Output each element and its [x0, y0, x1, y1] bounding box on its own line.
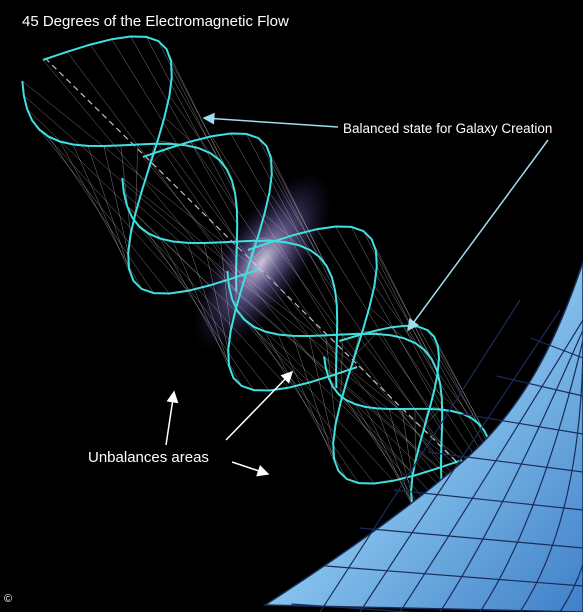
wave-mesh-line: [39, 129, 170, 294]
wave-edge: [21, 80, 239, 292]
wave-mesh-line: [401, 408, 413, 478]
unbalanced-areas-label: Unbalances areas: [88, 449, 209, 466]
wave-mesh-line: [340, 334, 344, 403]
funnel-grid-line: [496, 375, 583, 397]
wave-edge: [42, 35, 258, 295]
wave-mesh-line: [246, 133, 338, 306]
wave-mesh-line: [417, 326, 494, 462]
wave-mesh-line: [351, 226, 443, 399]
wave-mesh-line: [374, 285, 416, 344]
wave-mesh-line: [120, 145, 131, 235]
unbalanced-arrow-1: [165, 390, 179, 446]
funnel-grid-line: [319, 299, 521, 612]
wave-mesh-line: [111, 39, 238, 242]
balanced-state-label: Balanced state for Galaxy Creation: [343, 121, 553, 136]
wave-mesh-line: [26, 108, 210, 286]
wave-edge: [121, 177, 339, 389]
wave-mesh-line: [220, 242, 231, 332]
wave-mesh-line: [277, 334, 339, 471]
wave-mesh-line: [235, 241, 239, 310]
funnel-grid-line: [291, 603, 417, 612]
wave-mesh-line: [166, 49, 233, 181]
wave-mesh-line: [103, 145, 129, 254]
diagram-title: 45 Degrees of the Electromagnetic Flow: [22, 13, 289, 30]
wave-mesh-line: [376, 408, 413, 505]
funnel-grid-line: [479, 339, 583, 612]
funnel-grid-line: [393, 489, 583, 511]
funnel-grid-line: [359, 309, 561, 612]
wave-mesh-line: [292, 335, 335, 459]
funnel-grid-line: [325, 565, 583, 587]
unbalanced-arrow-3: [231, 461, 270, 477]
wave-mesh-line: [308, 335, 334, 444]
funnel-grid-line: [439, 329, 583, 612]
wave-mesh-line: [148, 233, 254, 391]
wave-mesh-line: [171, 76, 220, 161]
wave-mesh-line: [363, 231, 441, 384]
copyright-symbol: ©: [4, 593, 13, 605]
wave-mesh-line: [126, 205, 310, 383]
wave-mesh-line: [375, 251, 432, 360]
wave-mesh-line: [131, 217, 289, 388]
wave-mesh-line: [376, 266, 425, 351]
funnel-grid-line: [462, 413, 583, 435]
wave-segment: [226, 225, 463, 485]
wave-mesh-line: [227, 270, 463, 461]
funnel-surface: [262, 261, 583, 612]
wave-segment: [21, 35, 258, 295]
wave-mesh-line: [211, 136, 338, 339]
wave-mesh-line: [253, 326, 359, 484]
wave-mesh-line: [236, 310, 394, 481]
wave-edge: [247, 225, 463, 485]
funnel-grid-line: [428, 451, 583, 473]
funnel-grid-line: [359, 527, 583, 549]
wave-mesh-line: [139, 226, 270, 391]
wave-mesh-line: [434, 388, 463, 414]
wave-mesh-line: [130, 36, 238, 225]
wave-mesh-line: [264, 214, 299, 246]
wave-mesh-line: [31, 120, 189, 291]
wave-mesh-line: [149, 143, 171, 166]
funnel-grid-line: [399, 319, 583, 612]
wave-mesh-line: [228, 285, 439, 469]
wave-mesh-line: [269, 192, 311, 251]
wave-mesh-line: [172, 241, 234, 378]
wave-mesh-line: [424, 409, 441, 426]
wave-mesh-line: [170, 61, 227, 170]
wave-mesh-line: [271, 173, 320, 258]
wave-mesh-line: [270, 158, 327, 267]
wave-mesh-line: [231, 298, 415, 476]
wave-mesh-line: [364, 406, 417, 514]
wave-segments: [21, 35, 511, 526]
wave-mesh-line: [169, 95, 211, 154]
balanced-arrow-1: [202, 112, 339, 128]
funnel-grid-line: [519, 349, 583, 612]
wave-mesh-line: [87, 145, 130, 269]
wave-mesh-line: [48, 136, 154, 294]
wave-mesh-line: [354, 333, 376, 356]
wave-mesh-line: [335, 226, 443, 415]
wave-mesh-line: [22, 80, 258, 271]
wave-mesh-line: [437, 372, 472, 418]
unbalanced-arrow-2: [225, 370, 294, 441]
wave-mesh-line: [388, 408, 412, 493]
wave-mesh-line: [146, 36, 238, 209]
wave-mesh-line: [23, 95, 234, 279]
balanced-arrow-2: [407, 139, 549, 332]
wave-mesh-line: [187, 242, 230, 366]
funnel-grid-line: [559, 360, 583, 612]
wave-mesh-line: [369, 307, 404, 339]
wave-mesh-line: [438, 357, 479, 424]
wave-mesh-line: [158, 41, 236, 194]
wave-edge: [142, 132, 358, 392]
wave-mesh-line: [203, 242, 229, 351]
wave-mesh-line: [164, 117, 199, 149]
wave-mesh-line: [244, 319, 375, 484]
wave-mesh-line: [72, 144, 134, 281]
wave-mesh-line: [230, 133, 338, 322]
wave-mesh-line: [135, 144, 139, 213]
